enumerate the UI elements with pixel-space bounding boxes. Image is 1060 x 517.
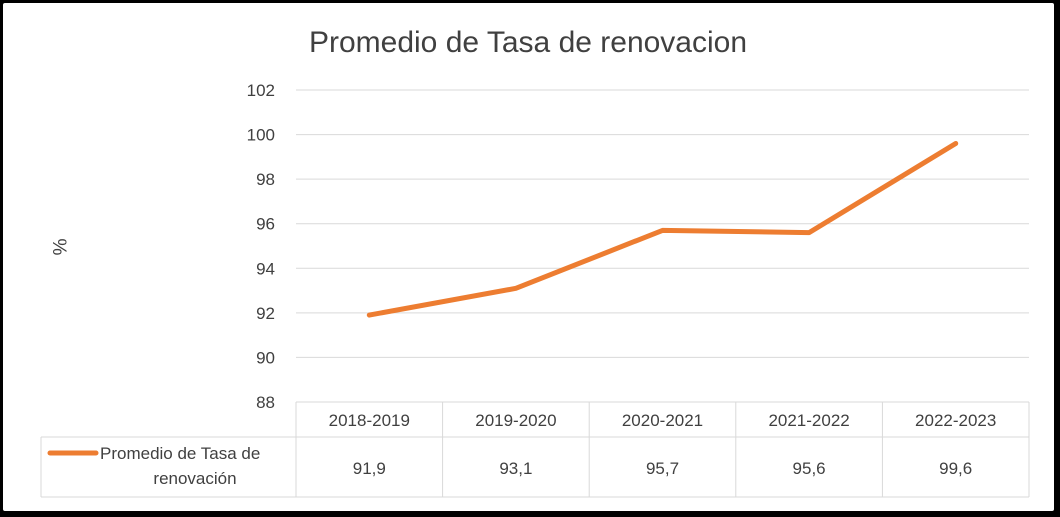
chart-title: Promedio de Tasa de renovacion xyxy=(309,26,747,59)
y-tick-label-100: 100 xyxy=(247,126,275,145)
legend-label-line-1: Promedio de Tasa de xyxy=(100,444,260,463)
legend-label-line-2: renovación xyxy=(153,469,236,488)
chart-panel xyxy=(3,3,1054,511)
y-tick-label-94: 94 xyxy=(256,259,275,278)
category-label-2022-2023: 2022-2023 xyxy=(915,411,996,430)
y-tick-label-98: 98 xyxy=(256,170,275,189)
y-tick-label-102: 102 xyxy=(247,81,275,100)
y-tick-label-96: 96 xyxy=(256,215,275,234)
data-value-2018-2019: 91,9 xyxy=(353,459,386,478)
y-axis-ticks: 88 90 92 94 96 98 100 102 xyxy=(247,81,275,412)
data-value-2021-2022: 95,6 xyxy=(793,459,826,478)
category-label-2018-2019: 2018-2019 xyxy=(329,411,410,430)
y-axis-label: % xyxy=(48,239,69,256)
data-value-2022-2023: 99,6 xyxy=(939,459,972,478)
y-tick-label-92: 92 xyxy=(256,304,275,323)
category-label-2021-2022: 2021-2022 xyxy=(768,411,849,430)
series-layer xyxy=(47,140,959,456)
data-table: 2018-2019 2019-2020 2020-2021 2021-2022 2022… xyxy=(40,401,1030,498)
category-label-2019-2020: 2019-2020 xyxy=(475,411,556,430)
y-tick-label-88: 88 xyxy=(256,393,275,412)
series-line-0 xyxy=(366,140,959,318)
category-label-2020-2021: 2020-2021 xyxy=(622,411,703,430)
data-value-2019-2020: 93,1 xyxy=(499,459,532,478)
gridlines xyxy=(296,89,1029,358)
data-value-2020-2021: 95,7 xyxy=(646,459,679,478)
y-tick-label-90: 90 xyxy=(256,348,275,367)
